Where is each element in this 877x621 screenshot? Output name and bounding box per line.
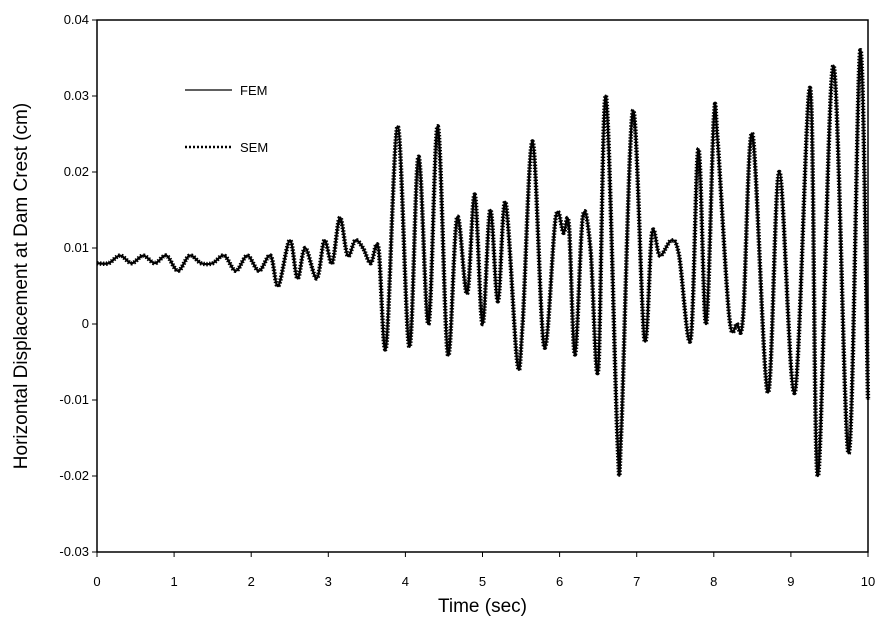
y-tick-label: 0.03 (64, 88, 89, 103)
x-tick-label: 4 (402, 574, 409, 589)
plot-area-frame (96, 19, 869, 553)
y-tick-label: 0.02 (64, 164, 89, 179)
y-tick-label: 0.04 (64, 12, 89, 27)
x-tick-label: 0 (93, 574, 100, 589)
series-line-sem (96, 48, 871, 479)
y-tick-label: -0.03 (59, 544, 89, 559)
x-tick-label: 2 (248, 574, 255, 589)
x-tick-label: 1 (170, 574, 177, 589)
x-axis-ticks: 0 1 2 3 4 5 6 7 8 9 10 (93, 552, 875, 589)
y-axis-ticks: -0.03 -0.02 -0.01 0 0.01 0.02 0.03 0.04 (59, 12, 97, 559)
x-tick-label: 10 (861, 574, 875, 589)
x-tick-label: 3 (325, 574, 332, 589)
y-tick-label: 0.01 (64, 240, 89, 255)
y-axis-title: Horizontal Displacement at Dam Crest (cm… (11, 103, 32, 469)
x-tick-label: 7 (633, 574, 640, 589)
x-tick-label: 5 (479, 574, 486, 589)
series-layer (96, 48, 871, 479)
x-tick-label: 9 (787, 574, 794, 589)
x-axis-title: Time (sec) (438, 596, 527, 617)
legend-label-fem: FEM (240, 83, 267, 98)
y-tick-label: -0.02 (59, 468, 89, 483)
x-tick-label: 6 (556, 574, 563, 589)
y-tick-label: -0.01 (59, 392, 89, 407)
x-tick-label: 8 (710, 574, 717, 589)
y-tick-label: 0 (82, 316, 89, 331)
legend: FEM SEM (185, 83, 268, 155)
legend-label-sem: SEM (240, 140, 268, 155)
